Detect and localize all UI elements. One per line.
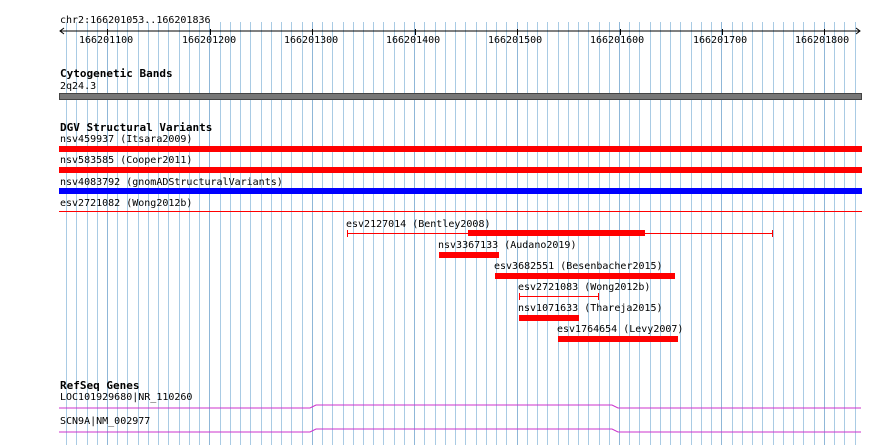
grid-line — [168, 22, 169, 445]
cytoband-track-title: Cytogenetic Bands — [60, 67, 173, 80]
variant-bar[interactable] — [495, 273, 675, 279]
ruler-tick — [210, 29, 211, 35]
ruler-tick — [312, 29, 313, 35]
variant-bar[interactable] — [59, 188, 862, 194]
grid-line — [127, 22, 128, 445]
grid-line — [814, 22, 815, 445]
grid-line — [76, 22, 77, 445]
cytoband-bar[interactable] — [59, 93, 862, 100]
grid-line — [66, 22, 67, 445]
variant-bar[interactable] — [519, 315, 579, 321]
ruler-tick-label: 166201300 — [284, 35, 339, 46]
ruler-tick-label: 166201100 — [79, 35, 134, 46]
grid-line — [343, 22, 344, 445]
grid-line — [834, 22, 835, 445]
variant-bar[interactable] — [468, 230, 645, 236]
variant-bar[interactable] — [558, 336, 678, 342]
gene-label: SCN9A|NM_002977 — [60, 416, 151, 427]
ruler-tick — [415, 29, 416, 35]
grid-line — [281, 22, 282, 445]
variant-line[interactable] — [519, 296, 599, 297]
grid-line — [148, 22, 149, 445]
variant-label: nsv459937 (Itsara2009) — [60, 134, 193, 145]
dgv-track-title: DGV Structural Variants — [60, 121, 213, 134]
variant-bar[interactable] — [439, 252, 499, 258]
grid-line — [803, 22, 804, 445]
ruler-tick-label: 166201700 — [693, 35, 748, 46]
grid-line — [158, 22, 159, 445]
ruler-tick-label: 166201400 — [386, 35, 441, 46]
variant-label: esv2127014 (Bentley2008) — [346, 219, 491, 230]
grid-line — [220, 22, 221, 445]
ruler-tick — [722, 29, 723, 35]
grid-line — [271, 22, 272, 445]
grid-line — [261, 22, 262, 445]
grid-line — [793, 22, 794, 445]
grid-line — [291, 22, 292, 445]
grid-line — [332, 22, 333, 445]
variant-end-cap — [519, 293, 520, 300]
grid-line — [230, 22, 231, 445]
variant-label: esv3682551 (Besenbacher2015) — [494, 261, 663, 272]
variant-bar[interactable] — [59, 146, 862, 152]
gene-label: LOC101929680|NR_110260 — [60, 392, 193, 403]
cytoband-label: 2q24.3 — [60, 81, 97, 92]
grid-line — [87, 22, 88, 445]
grid-line — [312, 22, 313, 445]
variant-label: esv2721082 (Wong2012b) — [60, 198, 193, 209]
ruler-axis[interactable] — [0, 0, 890, 40]
grid-line — [302, 22, 303, 445]
grid-line — [97, 22, 98, 445]
ruler-range-label: chr2:166201053..166201836 — [60, 15, 211, 26]
grid-line — [250, 22, 251, 445]
grid-line — [189, 22, 190, 445]
grid-line — [117, 22, 118, 445]
variant-label: esv1764654 (Levy2007) — [557, 324, 684, 335]
refseq-track-title: RefSeq Genes — [60, 379, 140, 392]
ruler-tick-label: 166201200 — [182, 35, 237, 46]
variant-label: nsv1071633 (Thareja2015) — [518, 303, 663, 314]
variant-label: esv2721083 (Wong2012b) — [518, 282, 651, 293]
grid-line — [322, 22, 323, 445]
grid-line — [240, 22, 241, 445]
grid-line — [855, 22, 856, 445]
grid-line — [179, 22, 180, 445]
variant-end-cap — [598, 293, 599, 300]
variant-label: nsv583585 (Cooper2011) — [60, 155, 193, 166]
grid-line — [844, 22, 845, 445]
variant-label: nsv4083792 (gnomADStructuralVariants) — [60, 177, 283, 188]
variant-line[interactable] — [59, 211, 862, 212]
grid-line — [138, 22, 139, 445]
grid-line — [209, 22, 210, 445]
variant-label: nsv3367133 (Audano2019) — [438, 240, 577, 251]
grid-line — [783, 22, 784, 445]
grid-line — [824, 22, 825, 445]
ruler-tick — [824, 29, 825, 35]
variant-bar[interactable] — [59, 167, 862, 173]
variant-end-cap — [347, 230, 348, 237]
ruler-tick — [620, 29, 621, 35]
grid-line — [107, 22, 108, 445]
ruler-tick — [517, 29, 518, 35]
ruler-tick-label: 166201800 — [795, 35, 850, 46]
grid-line — [199, 22, 200, 445]
ruler-tick-label: 166201500 — [488, 35, 543, 46]
ruler-tick — [107, 29, 108, 35]
variant-end-cap — [772, 230, 773, 237]
grid-line — [773, 22, 774, 445]
ruler-tick-label: 166201600 — [590, 35, 645, 46]
